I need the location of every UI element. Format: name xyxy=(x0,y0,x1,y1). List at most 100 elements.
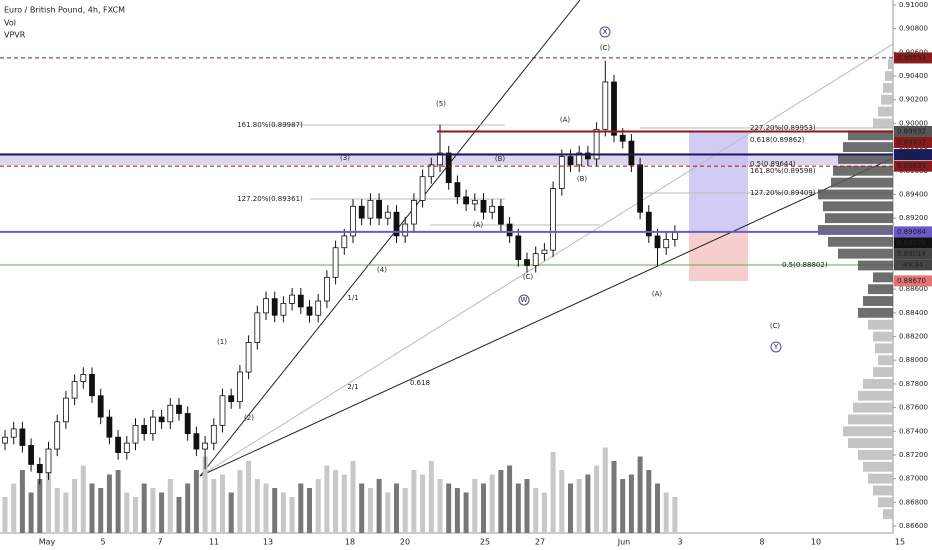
annotation: 127.20%(0.89409) xyxy=(750,189,816,197)
volume-bar xyxy=(376,479,382,533)
candle-body xyxy=(89,374,95,397)
volume-profile-bar xyxy=(881,94,893,105)
volume-bar xyxy=(385,492,391,533)
candle-body xyxy=(558,156,565,189)
volume-profile-bar xyxy=(828,236,893,247)
candle-body xyxy=(132,424,139,444)
volume-bar xyxy=(663,492,669,533)
candle-body xyxy=(437,152,443,166)
y-tick-label: 0.90400 xyxy=(899,72,928,80)
annotation: (2) xyxy=(244,414,254,422)
annotation: 161.80%(0.89987) xyxy=(237,121,303,129)
candle-body xyxy=(271,298,278,316)
indicator-label: VPVR xyxy=(4,31,26,40)
annotation: (5) xyxy=(436,100,446,108)
volume-profile-bar xyxy=(823,201,893,212)
candle-body xyxy=(445,152,452,184)
y-tick-label: 0.88200 xyxy=(899,333,928,341)
candle-body xyxy=(393,211,400,237)
candle-body xyxy=(506,223,513,237)
y-tick-label: 0.90000 xyxy=(899,119,928,127)
annotation: 1/1 xyxy=(347,294,358,302)
candle-body xyxy=(176,404,182,414)
volume-bar xyxy=(133,497,138,533)
volume-profile-bar xyxy=(818,189,893,200)
candle-body xyxy=(541,249,548,255)
volume-bar xyxy=(576,479,582,533)
volume-bar xyxy=(254,479,260,533)
candle-body xyxy=(28,445,35,465)
annotation: 127.20%(0.89361) xyxy=(237,195,303,203)
volume-bar xyxy=(211,479,217,533)
candle-body xyxy=(219,395,226,426)
annotation: (A) xyxy=(473,221,484,229)
candle-body xyxy=(567,156,574,166)
candle-body xyxy=(63,397,69,423)
volume-bar xyxy=(620,479,626,533)
volume-profile-bar xyxy=(858,390,893,401)
volume-bar xyxy=(159,492,165,533)
volume-bar xyxy=(176,497,182,533)
candle-body xyxy=(402,223,409,237)
candle-body xyxy=(628,140,635,166)
candle-body xyxy=(645,211,652,237)
y-tick-label: 0.90800 xyxy=(899,25,928,33)
volume-bar xyxy=(263,483,269,533)
wave-label: X xyxy=(603,28,608,36)
fan-line xyxy=(199,43,894,477)
annotation: 0.5(0.89644) xyxy=(750,160,796,168)
volume-bar xyxy=(428,461,434,533)
volume-bar xyxy=(602,447,608,533)
volume-bar xyxy=(237,470,243,533)
volume-profile-bar xyxy=(863,461,893,472)
volume-bar xyxy=(402,488,408,533)
y-tick-label: 0.89200 xyxy=(899,214,928,222)
candle-body xyxy=(228,395,235,403)
volume-bar xyxy=(420,474,426,533)
candle-body xyxy=(80,374,87,382)
candle-body xyxy=(428,164,435,178)
x-tick-label: Jun xyxy=(617,538,631,547)
candle-body xyxy=(663,239,670,249)
volume-profile-bar xyxy=(868,319,893,330)
candle-body xyxy=(115,436,121,453)
chart-title: Euro / British Pound, 4h, FXCM xyxy=(4,6,125,15)
y-tick-label: 0.89400 xyxy=(899,190,928,198)
y-tick-label: 0.88600 xyxy=(899,285,928,293)
volume-bar xyxy=(568,483,573,533)
candle-body xyxy=(576,152,583,166)
volume-bar xyxy=(307,488,312,533)
volume-bar xyxy=(315,479,321,533)
annotation: 161.80%(0.89598) xyxy=(750,167,816,175)
volume-bar xyxy=(333,470,339,533)
candle-body xyxy=(419,176,426,201)
candle-body xyxy=(463,196,470,205)
annotation: (3) xyxy=(340,154,350,162)
candle-body xyxy=(263,298,269,314)
candle-body xyxy=(637,164,643,213)
volume-bar xyxy=(594,465,600,533)
x-tick-label: May xyxy=(39,538,56,547)
wave-circle xyxy=(770,341,782,353)
candle-body xyxy=(149,416,156,435)
candle-body xyxy=(202,442,209,450)
volume-profile-bar xyxy=(863,296,893,306)
volume-bar xyxy=(472,479,478,533)
price-tag xyxy=(894,275,932,287)
price-tag-label: 0.89014 xyxy=(897,250,926,258)
candle-body xyxy=(306,306,313,316)
candle-body xyxy=(71,381,78,399)
volume-profile-bar xyxy=(873,272,893,283)
candle-body xyxy=(141,424,148,435)
price-tag xyxy=(894,52,932,64)
y-tick-label: 0.86800 xyxy=(899,498,928,506)
volume-bar xyxy=(481,483,486,533)
candle-body xyxy=(245,342,252,373)
volume-bar xyxy=(324,465,330,533)
x-tick-label: 11 xyxy=(209,538,219,547)
volume-profile-bar xyxy=(848,130,893,141)
annotation: 0.618 xyxy=(410,379,430,387)
candle-body xyxy=(280,302,287,316)
